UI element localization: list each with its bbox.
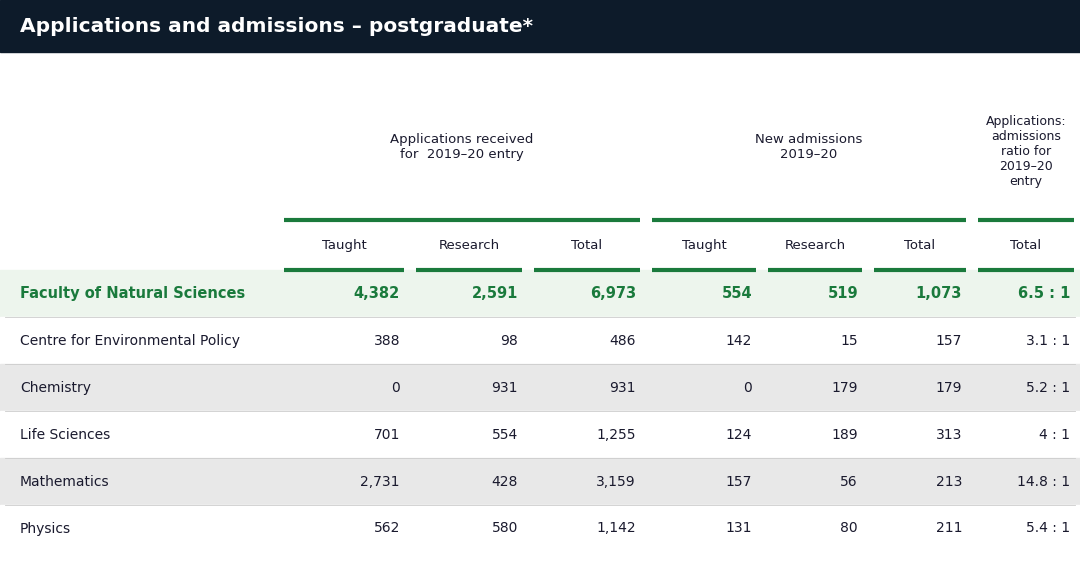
Text: 2,591: 2,591 (472, 286, 518, 301)
Text: 157: 157 (726, 475, 752, 488)
Text: 211: 211 (935, 522, 962, 535)
Bar (0, 52, 1080, 270)
Text: Faculty of Natural Sciences: Faculty of Natural Sciences (21, 286, 245, 301)
Text: 3.1 : 1: 3.1 : 1 (1026, 333, 1070, 348)
Text: New admissions
2019–20: New admissions 2019–20 (755, 133, 863, 161)
Bar (0, 364, 1080, 411)
Text: 14.8 : 1: 14.8 : 1 (1017, 475, 1070, 488)
Text: 0: 0 (743, 380, 752, 395)
Text: Physics: Physics (21, 522, 71, 535)
Text: 1,255: 1,255 (596, 427, 636, 442)
Text: 189: 189 (832, 427, 858, 442)
Text: 388: 388 (374, 333, 400, 348)
Text: 486: 486 (609, 333, 636, 348)
Bar (0, 317, 1080, 364)
Text: Total: Total (571, 239, 603, 252)
Text: 1,073: 1,073 (916, 286, 962, 301)
Text: 6,973: 6,973 (590, 286, 636, 301)
Bar (0, 458, 1080, 505)
Text: Chemistry: Chemistry (21, 380, 91, 395)
Text: 428: 428 (491, 475, 518, 488)
Text: 213: 213 (935, 475, 962, 488)
Bar (0, 411, 1080, 458)
Text: 157: 157 (935, 333, 962, 348)
Text: 931: 931 (491, 380, 518, 395)
Text: 4,382: 4,382 (354, 286, 400, 301)
Text: 98: 98 (500, 333, 518, 348)
Text: 554: 554 (491, 427, 518, 442)
Text: 519: 519 (827, 286, 858, 301)
Text: Taught: Taught (681, 239, 727, 252)
Bar (0, 0, 1080, 52)
Text: 3,159: 3,159 (596, 475, 636, 488)
Text: 80: 80 (840, 522, 858, 535)
Text: 1,142: 1,142 (596, 522, 636, 535)
Text: 554: 554 (721, 286, 752, 301)
Text: 179: 179 (935, 380, 962, 395)
Text: Mathematics: Mathematics (21, 475, 110, 488)
Text: 5.4 : 1: 5.4 : 1 (1026, 522, 1070, 535)
Text: 0: 0 (391, 380, 400, 395)
Text: Applications and admissions – postgraduate*: Applications and admissions – postgradua… (21, 17, 534, 35)
Text: 313: 313 (935, 427, 962, 442)
Text: 2,731: 2,731 (361, 475, 400, 488)
Text: 580: 580 (491, 522, 518, 535)
Text: Research: Research (784, 239, 846, 252)
Text: 131: 131 (726, 522, 752, 535)
Text: 56: 56 (840, 475, 858, 488)
Text: Total: Total (1011, 239, 1041, 252)
Text: Centre for Environmental Policy: Centre for Environmental Policy (21, 333, 240, 348)
Text: Applications:
admissions
ratio for
2019–20
entry: Applications: admissions ratio for 2019–… (986, 115, 1066, 188)
Text: Total: Total (904, 239, 935, 252)
Text: Research: Research (438, 239, 500, 252)
Text: 5.2 : 1: 5.2 : 1 (1026, 380, 1070, 395)
Bar (0, 505, 1080, 552)
Text: 124: 124 (726, 427, 752, 442)
Bar (0, 270, 1080, 317)
Text: 6.5 : 1: 6.5 : 1 (1017, 286, 1070, 301)
Text: Taught: Taught (322, 239, 366, 252)
Text: Life Sciences: Life Sciences (21, 427, 110, 442)
Text: 179: 179 (832, 380, 858, 395)
Text: 142: 142 (726, 333, 752, 348)
Text: Applications received
for  2019–20 entry: Applications received for 2019–20 entry (390, 133, 534, 161)
Text: 701: 701 (374, 427, 400, 442)
Text: 931: 931 (609, 380, 636, 395)
Text: 562: 562 (374, 522, 400, 535)
Text: 4 : 1: 4 : 1 (1039, 427, 1070, 442)
Text: 15: 15 (840, 333, 858, 348)
